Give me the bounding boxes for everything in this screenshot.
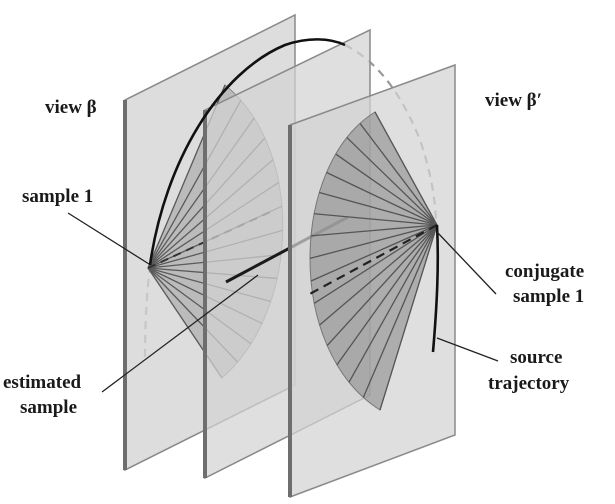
fan-conjugate-sample-1-ray: [313, 224, 438, 304]
label-source-line1: source: [510, 347, 562, 368]
fan-conjugate-sample-1-ray: [336, 224, 438, 366]
label-view-beta: view β: [45, 97, 97, 118]
leader-estimated-sample: [101, 274, 259, 393]
label-view-beta-prime: view β′: [485, 90, 542, 111]
leader-sample-1: [67, 212, 150, 265]
fan-conjugate-sample-1-ray: [379, 224, 438, 411]
leader-source-trajectory: [436, 337, 499, 362]
fan-conjugate-sample-1-ray: [310, 224, 438, 237]
central-ray-conjugate-sample-1: [305, 224, 438, 297]
fan-conjugate-sample-1-ray: [314, 213, 438, 226]
fan-conjugate-sample-1-ray: [346, 137, 438, 226]
label-estimated-sample-line1: estimated: [3, 372, 82, 393]
fan-conjugate-sample-1-ray: [319, 191, 438, 226]
fan-conjugate-sample-1-ray: [348, 224, 438, 383]
label-estimated-sample-line2: sample: [20, 397, 77, 418]
label-conjugate-line1: conjugate: [505, 261, 584, 282]
fan-conjugate-sample-1-ray: [319, 224, 438, 326]
source-trajectory: [148, 38, 346, 266]
fan-conjugate-sample-1-ray: [326, 224, 438, 347]
fan-beam-conjugate-sample-1: [305, 111, 438, 411]
fan-conjugate-sample-1-ray: [335, 153, 438, 226]
fan-conjugate-sample-1-ray: [359, 123, 438, 226]
fan-conjugate-sample-1-ray: [309, 224, 438, 260]
label-sample-1: sample 1: [22, 186, 93, 207]
label-conjugate-line2: sample 1: [513, 286, 584, 307]
fan-conjugate-sample-1-ray: [310, 224, 438, 282]
fan-conjugate-sample-1-ray: [374, 111, 438, 226]
fan-conjugate-sample-1-ray: [362, 224, 438, 398]
fan-conjugate-sample-1-ray: [326, 171, 438, 226]
source-trajectory-front-lower: [431, 224, 440, 353]
leader-conjugate-sample-1: [436, 231, 497, 295]
label-source-line2: trajectory: [488, 373, 570, 394]
